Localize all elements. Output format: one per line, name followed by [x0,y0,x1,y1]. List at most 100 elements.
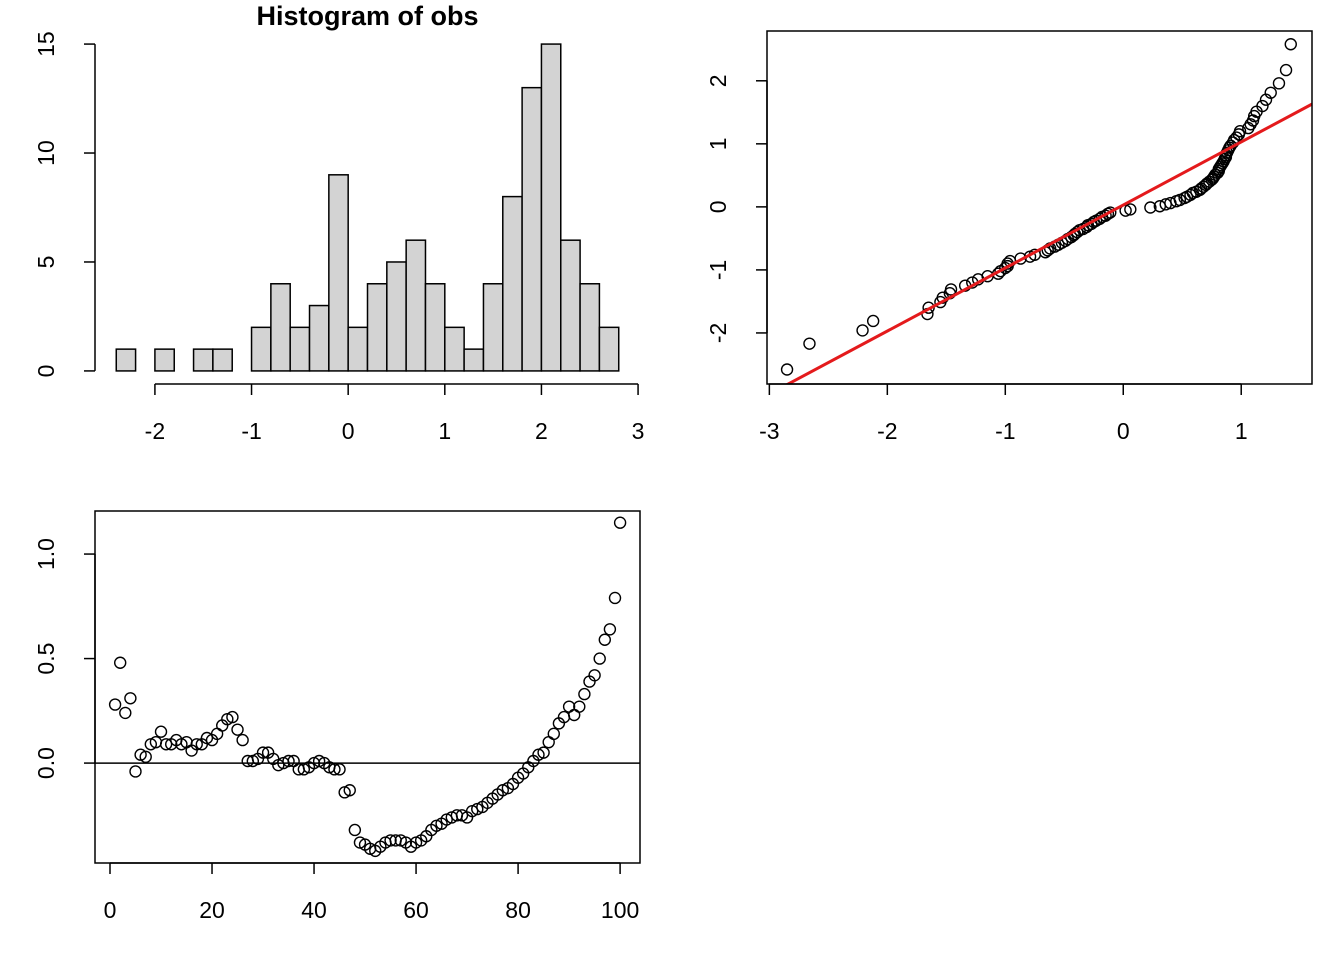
bar [366,283,388,372]
point [113,656,127,669]
point [1233,125,1247,138]
y-tick-label: 0 [705,200,731,213]
x-tick-label: -1 [241,418,261,444]
point [1124,203,1137,216]
y-tick-label: -2 [705,323,731,343]
x-tick-label: -2 [145,418,165,444]
point [236,733,249,747]
x-tick-label: 0 [104,897,117,923]
bar [502,195,523,372]
point [588,669,601,682]
point [1272,77,1286,90]
y-tick-label: 0.0 [33,747,59,779]
bar [347,326,369,372]
point [348,823,362,837]
bar [192,348,214,372]
bar [386,261,407,372]
point [139,750,152,764]
x-tick-label: 0 [1117,418,1130,444]
point [603,623,617,636]
plot-area [95,516,640,858]
point [384,834,397,847]
chart-title: Histogram of obs [256,1,478,31]
x-tick-label: 60 [403,897,429,923]
point [256,746,270,759]
x-tick-label: -3 [759,418,779,444]
x-tick-label: 80 [505,897,531,923]
point [547,727,560,741]
bar [444,326,465,372]
point [1264,86,1277,99]
y-tick-label: 1.0 [33,538,59,570]
bar [463,348,485,372]
point [598,633,612,646]
bar [250,326,272,372]
x-tick-label: 2 [535,418,548,444]
x-tick-label: 100 [601,897,639,923]
x-tick-label: 0 [342,418,355,444]
bar [521,86,543,372]
bar [270,283,291,372]
bar [598,326,620,372]
point [578,687,591,701]
point [608,591,622,605]
point [129,765,142,778]
x-tick-label: 20 [199,897,225,923]
point [573,700,586,713]
point [803,337,816,350]
point [593,652,606,665]
x-tick-label: 1 [1235,418,1248,444]
point [866,314,880,328]
y-tick-label: 2 [705,74,731,87]
panel: -3 -2 -1 0 1 -2 -1 0 1 2 [705,30,1313,444]
point [343,784,356,797]
point [613,516,627,529]
point [1184,188,1197,202]
bar [579,283,601,372]
point [190,738,203,751]
plot-area [780,38,1312,384]
panel: Histogram of obs -2 -1 0 1 2 3 0 5 10 15 [33,1,644,444]
point [282,754,295,768]
plot-box [94,510,641,864]
y-tick-label: -1 [705,260,731,280]
y-tick-label: 0 [33,365,59,378]
x-tick-label: -1 [995,418,1015,444]
x-tick-label: 40 [301,897,327,923]
point [944,283,958,296]
x-tick-label: 3 [632,418,645,444]
y-tick-label: 5 [33,256,59,269]
bar [328,174,349,372]
bar [560,239,581,372]
point [1279,63,1293,77]
point [780,363,794,376]
point [108,698,122,711]
point [537,746,550,759]
bar [154,348,175,372]
point [159,738,173,751]
bar [540,43,562,372]
x-tick-label: 1 [438,418,451,444]
point [1284,38,1297,51]
point [119,706,132,720]
y-tick-label: 1 [705,137,731,150]
y-tick-label: 10 [33,140,59,166]
bar [308,304,330,372]
y-tick-label: 0.5 [33,643,59,675]
bar [289,326,311,372]
point [231,723,244,736]
bar [482,283,504,372]
point [124,692,137,705]
point [154,725,168,738]
point [1104,206,1117,219]
point [1144,201,1157,214]
bar [424,283,446,372]
y-tick-label: 15 [33,31,59,57]
point [856,324,869,337]
plot-box [766,30,1313,385]
bar [405,239,427,372]
bar [212,348,233,372]
